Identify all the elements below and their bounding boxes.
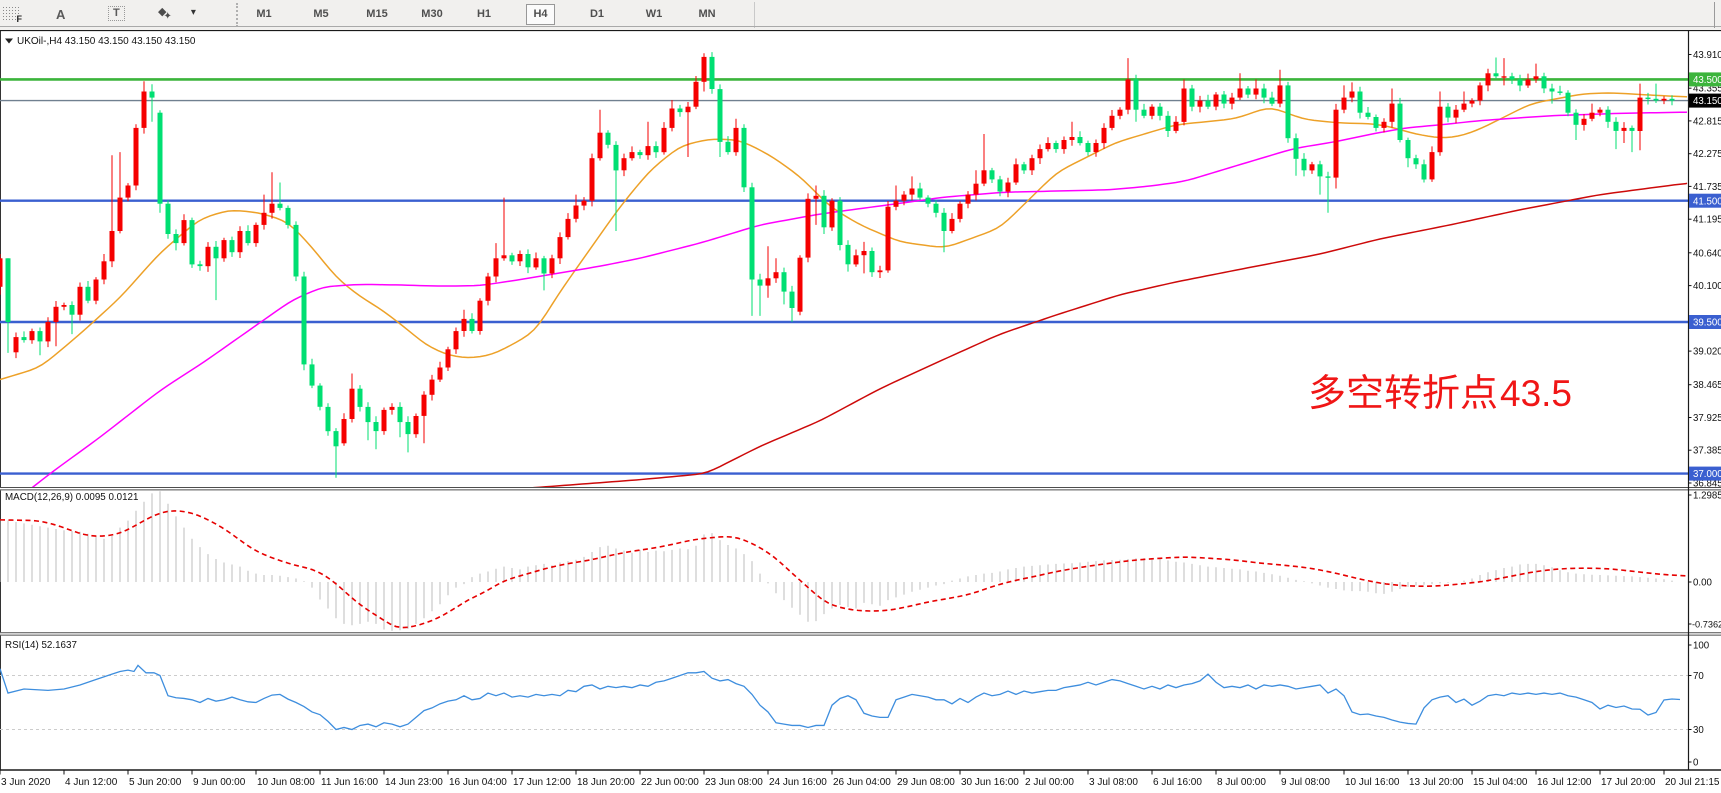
svg-text:23 Jun 08:00: 23 Jun 08:00	[705, 777, 763, 788]
svg-text:UKOil-,H4 43.150 43.150 43.15: UKOil-,H4 43.150 43.150 43.150 43.150	[17, 36, 196, 47]
svg-text:40.100: 40.100	[1693, 281, 1721, 292]
svg-text:3 Jun 2020: 3 Jun 2020	[1, 777, 51, 788]
svg-text:18 Jun 20:00: 18 Jun 20:00	[577, 777, 635, 788]
svg-text:37.925: 37.925	[1693, 413, 1721, 424]
svg-text:43.355: 43.355	[1693, 84, 1721, 95]
svg-text:36.845: 36.845	[1693, 479, 1721, 490]
svg-text:22 Jun 00:00: 22 Jun 00:00	[641, 777, 699, 788]
svg-text:24 Jun 16:00: 24 Jun 16:00	[769, 777, 827, 788]
svg-text:43.5: 43.5	[1500, 373, 1572, 414]
svg-text:17 Jun 12:00: 17 Jun 12:00	[513, 777, 571, 788]
svg-text:13 Jul 20:00: 13 Jul 20:00	[1409, 777, 1464, 788]
svg-text:41.500: 41.500	[1693, 196, 1721, 207]
svg-text:8 Jul 00:00: 8 Jul 00:00	[1217, 777, 1266, 788]
svg-text:30: 30	[1693, 725, 1704, 736]
svg-text:42.815: 42.815	[1693, 116, 1721, 127]
svg-text:38.465: 38.465	[1693, 380, 1721, 391]
svg-text:9 Jun 00:00: 9 Jun 00:00	[193, 777, 246, 788]
svg-text:42.275: 42.275	[1693, 149, 1721, 160]
svg-text:43.150: 43.150	[1693, 96, 1721, 107]
svg-text:1.2985: 1.2985	[1693, 491, 1721, 502]
svg-text:MACD(12,26,9) 0.0095 0.0121: MACD(12,26,9) 0.0095 0.0121	[5, 492, 138, 503]
svg-text:43.910: 43.910	[1693, 50, 1721, 61]
svg-text:20 Jul 21:15: 20 Jul 21:15	[1665, 777, 1720, 788]
svg-text:RSI(14) 52.1637: RSI(14) 52.1637	[5, 640, 77, 651]
svg-text:6 Jul 16:00: 6 Jul 16:00	[1153, 777, 1202, 788]
svg-text:29 Jun 08:00: 29 Jun 08:00	[897, 777, 955, 788]
svg-text:37.000: 37.000	[1693, 469, 1721, 480]
svg-text:-0.7362: -0.7362	[1692, 620, 1721, 630]
svg-text:16 Jun 04:00: 16 Jun 04:00	[449, 777, 507, 788]
svg-text:14 Jun 23:00: 14 Jun 23:00	[385, 777, 443, 788]
svg-text:0: 0	[1693, 758, 1699, 769]
svg-text:9 Jul 08:00: 9 Jul 08:00	[1281, 777, 1330, 788]
svg-text:43.500: 43.500	[1693, 75, 1721, 86]
svg-text:39.500: 39.500	[1693, 318, 1721, 329]
svg-text:5 Jun 20:00: 5 Jun 20:00	[129, 777, 182, 788]
svg-text:11 Jun 16:00: 11 Jun 16:00	[321, 777, 379, 788]
svg-text:100: 100	[1693, 641, 1710, 652]
svg-text:37.385: 37.385	[1693, 446, 1721, 457]
svg-text:0.00: 0.00	[1693, 578, 1712, 589]
svg-text:10 Jul 16:00: 10 Jul 16:00	[1345, 777, 1400, 788]
svg-text:17 Jul 20:00: 17 Jul 20:00	[1601, 777, 1656, 788]
svg-text:2 Jul 00:00: 2 Jul 00:00	[1025, 777, 1074, 788]
svg-text:10 Jun 08:00: 10 Jun 08:00	[257, 777, 315, 788]
svg-text:70: 70	[1693, 671, 1704, 682]
svg-text:26 Jun 04:00: 26 Jun 04:00	[833, 777, 891, 788]
svg-text:4 Jun 12:00: 4 Jun 12:00	[65, 777, 118, 788]
svg-text:41.195: 41.195	[1693, 215, 1721, 226]
svg-text:16 Jul 12:00: 16 Jul 12:00	[1537, 777, 1592, 788]
svg-text:41.735: 41.735	[1693, 182, 1721, 193]
svg-text:3 Jul 08:00: 3 Jul 08:00	[1089, 777, 1138, 788]
svg-text:30 Jun 16:00: 30 Jun 16:00	[961, 777, 1019, 788]
svg-text:15 Jul 04:00: 15 Jul 04:00	[1473, 777, 1528, 788]
svg-text:39.020: 39.020	[1693, 347, 1721, 358]
svg-text:40.640: 40.640	[1693, 248, 1721, 259]
